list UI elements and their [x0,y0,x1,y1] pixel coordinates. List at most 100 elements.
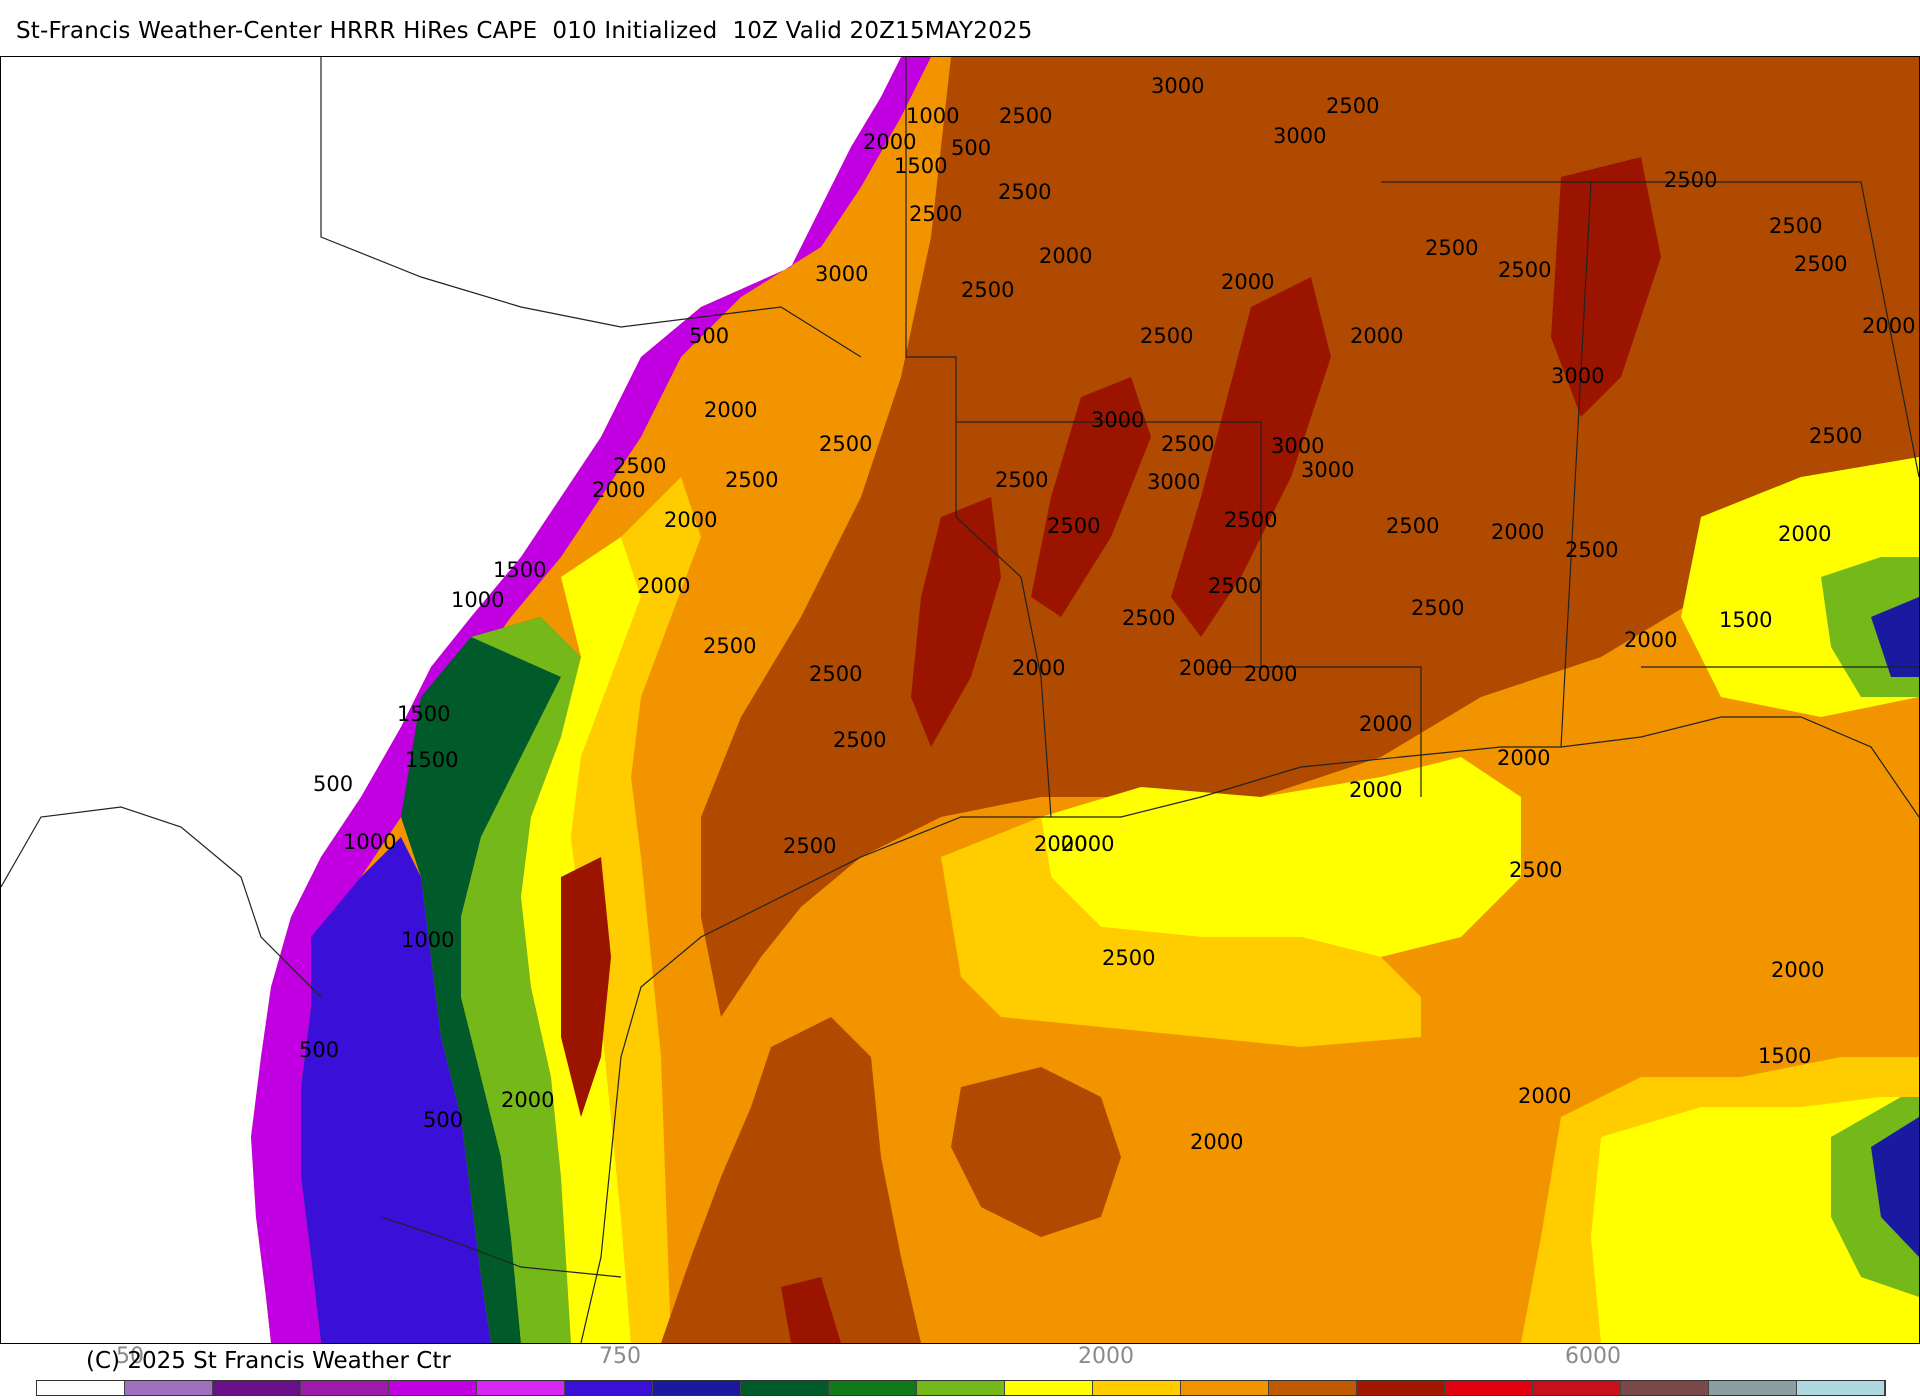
colorbar-swatch [741,1381,829,1395]
cape-dark-red-streak-2 [1031,377,1151,617]
colorbar-swatch [1181,1381,1269,1395]
contour-label: 2500 [1769,214,1822,238]
cape-dark-red-streak-3 [911,497,1001,747]
cape-gold-band-west [571,477,701,1343]
colorbar-swatch [829,1381,917,1395]
contour-label: 3000 [1091,408,1144,432]
colorbar-swatch [1005,1381,1093,1395]
contour-label: 2000 [1061,832,1114,856]
colorbar-swatch [125,1381,213,1395]
contour-label: 2500 [725,468,778,492]
contour-label: 2000 [1221,270,1274,294]
contour-label: 1500 [405,748,458,772]
colorbar-swatch [565,1381,653,1395]
map-title: St-Francis Weather-Center HRRR HiRes CAP… [16,18,1033,44]
colorbar-swatch [477,1381,565,1395]
colorbar-swatch [1533,1381,1621,1395]
cape-dark-green-band [401,617,561,1343]
contour-label: 3000 [1147,470,1200,494]
contour-label: 2500 [613,454,666,478]
cape-gold-gulf-patch [941,817,1421,1047]
contour-label: 3000 [1273,124,1326,148]
contour-label: 2000 [1491,520,1544,544]
contour-label: 2500 [833,728,886,752]
contour-label: 1500 [1758,1044,1811,1068]
colorbar-swatch [1709,1381,1797,1395]
contour-label: 3000 [1151,74,1204,98]
cape-rust-gulf-tongue [661,1017,921,1343]
contour-label: 2500 [703,634,756,658]
contour-label: 2000 [863,130,916,154]
coastline [580,716,1919,1343]
contour-label: 2500 [1161,432,1214,456]
cape-dark-red-gulf [781,1277,841,1343]
contour-label: 500 [423,1108,463,1132]
contour-label: 3000 [1551,364,1604,388]
contour-label: 2500 [1809,424,1862,448]
contour-label: 2500 [1498,258,1551,282]
colorbar-swatch [1621,1381,1709,1395]
contour-label: 2000 [1190,1130,1243,1154]
contour-label: 2500 [1411,596,1464,620]
contour-label: 2000 [1359,712,1412,736]
colorbar-swatch [389,1381,477,1395]
contour-label: 2500 [998,180,1051,204]
contour-label: 2000 [1350,324,1403,348]
contour-label: 2500 [1122,606,1175,630]
contour-label: 3000 [1301,458,1354,482]
contour-label: 1500 [1719,608,1772,632]
contour-label: 2500 [1224,508,1277,532]
contour-label: 2000 [1624,628,1677,652]
contour-label: 1500 [397,702,450,726]
colorbar-swatch [213,1381,301,1395]
contour-label: 2500 [1509,858,1562,882]
copyright-notice: (C) 2025 St Francis Weather Ctr [86,1348,451,1374]
contour-label: 2000 [1518,1084,1571,1108]
contour-label: 2500 [819,432,872,456]
contour-label: 2500 [1664,168,1717,192]
colorbar-swatch [1797,1381,1885,1395]
colorbar-tick-label: 750 [599,1344,641,1369]
cape-southeast-blue [1871,1117,1919,1257]
contour-label: 2000 [1012,656,1065,680]
contour-label: 2000 [1778,522,1831,546]
contour-label: 2500 [961,278,1014,302]
contour-label: 500 [299,1038,339,1062]
contour-label: 500 [689,324,729,348]
contour-label: 1500 [894,154,947,178]
colorbar-swatch [301,1381,389,1395]
contour-label: 1000 [401,928,454,952]
colorbar-swatch [1093,1381,1181,1395]
contour-label: 2500 [1794,252,1847,276]
contour-label: 2500 [1425,236,1478,260]
contour-label: 2500 [783,834,836,858]
cape-dark-red-streak-5 [561,857,611,1117]
colorbar-swatch [917,1381,1005,1395]
contour-label: 1000 [451,588,504,612]
cape-rust-gulf-blob [951,1067,1121,1237]
colorbar-swatch [37,1381,125,1395]
contour-label: 2000 [637,574,690,598]
cape-contour-map: 3000 2500 1000 2500 500 2000 1500 3000 2… [1,57,1919,1343]
contour-label: 2500 [1565,538,1618,562]
no-data-region [1,57,901,1343]
cape-dark-red-streak-4 [1551,157,1661,417]
contour-label: 2500 [909,202,962,226]
cape-colorbar [36,1380,1886,1396]
colorbar-swatch [1445,1381,1533,1395]
contour-label: 2000 [592,478,645,502]
contour-labels: 3000 2500 1000 2500 500 2000 1500 3000 2… [299,74,1915,1154]
colorbar-swatch [1269,1381,1357,1395]
cape-green-band [461,617,581,1343]
contour-label: 2500 [995,468,1048,492]
contour-label: 2000 [1244,662,1297,686]
contour-label: 2500 [1386,514,1439,538]
cape-blue-band [301,837,491,1343]
contour-label: 3000 [815,262,868,286]
contour-label: 2000 [704,398,757,422]
contour-label: 2500 [1208,574,1261,598]
contour-label: 1000 [906,104,959,128]
contour-label: 2500 [1140,324,1193,348]
contour-label: 2000 [1862,314,1915,338]
contour-label: 1000 [343,830,396,854]
